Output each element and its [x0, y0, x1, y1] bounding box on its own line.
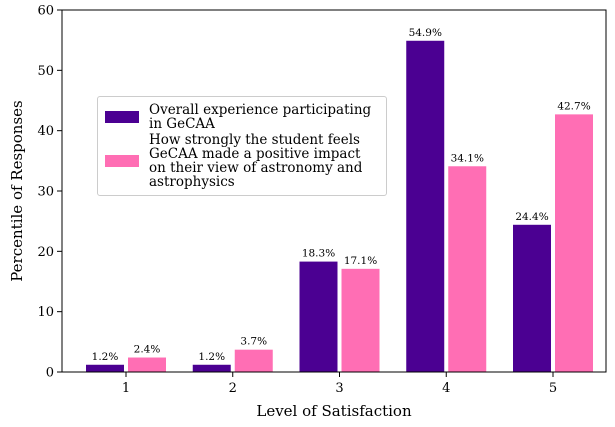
- y-tick-label: 30: [37, 185, 54, 200]
- value-label: 2.4%: [134, 344, 161, 356]
- y-axis-label: Percentile of Responses: [8, 100, 26, 281]
- bar: [448, 166, 487, 372]
- x-axis-label: Level of Satisfaction: [256, 402, 412, 420]
- bar: [513, 224, 551, 372]
- x-tick-label: 5: [549, 381, 557, 396]
- value-label: 3.7%: [240, 336, 267, 348]
- value-label: 54.9%: [409, 27, 442, 39]
- y-tick-label: 60: [37, 4, 54, 19]
- y-tick-label: 50: [37, 64, 54, 79]
- value-label: 1.2%: [92, 351, 119, 363]
- x-tick-label: 3: [335, 381, 343, 396]
- y-tick-label: 20: [37, 245, 54, 260]
- legend-swatch: [105, 155, 139, 167]
- plot-frame: [61, 9, 607, 373]
- value-label: 17.1%: [344, 255, 377, 267]
- y-tick-label: 0: [46, 366, 54, 381]
- y-tick-label: 10: [37, 305, 54, 320]
- value-label: 1.2%: [198, 351, 225, 363]
- bar: [86, 364, 124, 372]
- legend-entry: How strongly the student feels GeCAA mad…: [98, 133, 386, 189]
- x-tick-label: 1: [122, 381, 130, 396]
- bar: [406, 40, 445, 373]
- x-tick-label: 4: [442, 381, 450, 396]
- legend-label: Overall experience participating in GeCA…: [149, 102, 372, 132]
- value-label: 42.7%: [557, 100, 590, 112]
- bar: [234, 349, 273, 372]
- value-label: 24.4%: [515, 211, 548, 223]
- bar: [128, 357, 166, 372]
- legend-label: How strongly the student feels GeCAA mad…: [149, 132, 363, 190]
- x-tick-label: 2: [229, 381, 237, 396]
- legend-entry: Overall experience participating in GeCA…: [98, 103, 386, 131]
- bar: [192, 364, 231, 372]
- legend-swatch: [105, 111, 139, 123]
- value-label: 34.1%: [451, 152, 484, 164]
- value-label: 18.3%: [302, 248, 335, 260]
- bar: [299, 261, 338, 372]
- legend: Overall experience participating in GeCA…: [97, 96, 387, 196]
- bar: [555, 114, 593, 373]
- y-tick-label: 40: [37, 124, 54, 139]
- bar: [341, 268, 380, 372]
